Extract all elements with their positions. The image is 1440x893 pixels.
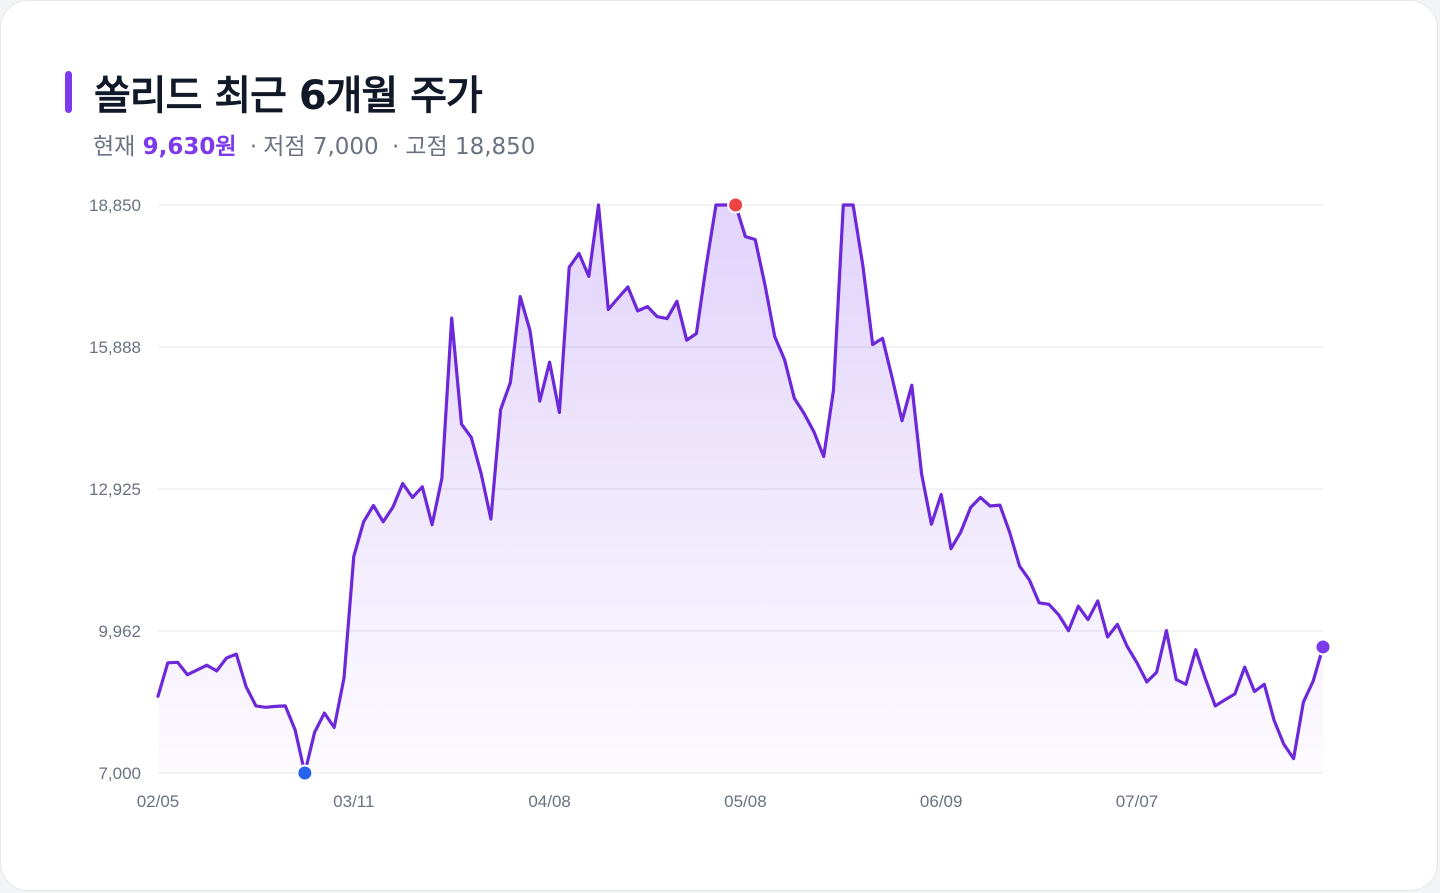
current-point-marker bbox=[1314, 638, 1332, 656]
y-axis-labels: 18,850 15,888 12,925 9,962 7,000 bbox=[89, 196, 141, 783]
current-label: 현재 bbox=[93, 134, 136, 160]
price-area bbox=[156, 203, 1325, 775]
x-tick-label: 03/11 bbox=[333, 792, 374, 811]
y-tick-label: 7,000 bbox=[98, 764, 141, 783]
y-tick-label: 9,962 bbox=[98, 622, 141, 641]
x-tick-label: 07/07 bbox=[1116, 792, 1159, 811]
title-row: 쏠리드 최근 6개월 주가 bbox=[65, 63, 483, 121]
separator: · bbox=[392, 134, 400, 160]
price-markers bbox=[296, 196, 1332, 782]
y-tick-label: 15,888 bbox=[89, 338, 141, 357]
x-axis-labels: 02/05 03/11 04/08 05/08 06/09 07/07 bbox=[137, 792, 1159, 811]
x-tick-label: 02/05 bbox=[137, 792, 180, 811]
separator: · bbox=[249, 134, 258, 160]
y-tick-label: 12,925 bbox=[89, 480, 141, 499]
low-label: 저점 bbox=[263, 134, 306, 160]
price-summary: 현재 9,630원 · 저점 7,000 · 고점 18,850 bbox=[93, 127, 535, 161]
x-tick-label: 04/08 bbox=[528, 792, 571, 811]
x-tick-label: 05/08 bbox=[724, 792, 767, 811]
high-label: 고점 bbox=[405, 134, 448, 160]
high-point-marker bbox=[727, 196, 745, 214]
title-accent-bar bbox=[65, 71, 72, 113]
low-price: 7,000 bbox=[312, 134, 379, 160]
high-price: 18,850 bbox=[454, 134, 536, 160]
chart-title: 쏠리드 최근 6개월 주가 bbox=[94, 73, 483, 119]
price-line bbox=[156, 203, 1325, 775]
low-point-marker bbox=[296, 764, 314, 782]
y-tick-label: 18,850 bbox=[89, 196, 141, 215]
current-price: 9,630원 bbox=[142, 134, 237, 160]
x-tick-label: 06/09 bbox=[920, 792, 963, 811]
price-area-fill bbox=[158, 205, 1323, 773]
